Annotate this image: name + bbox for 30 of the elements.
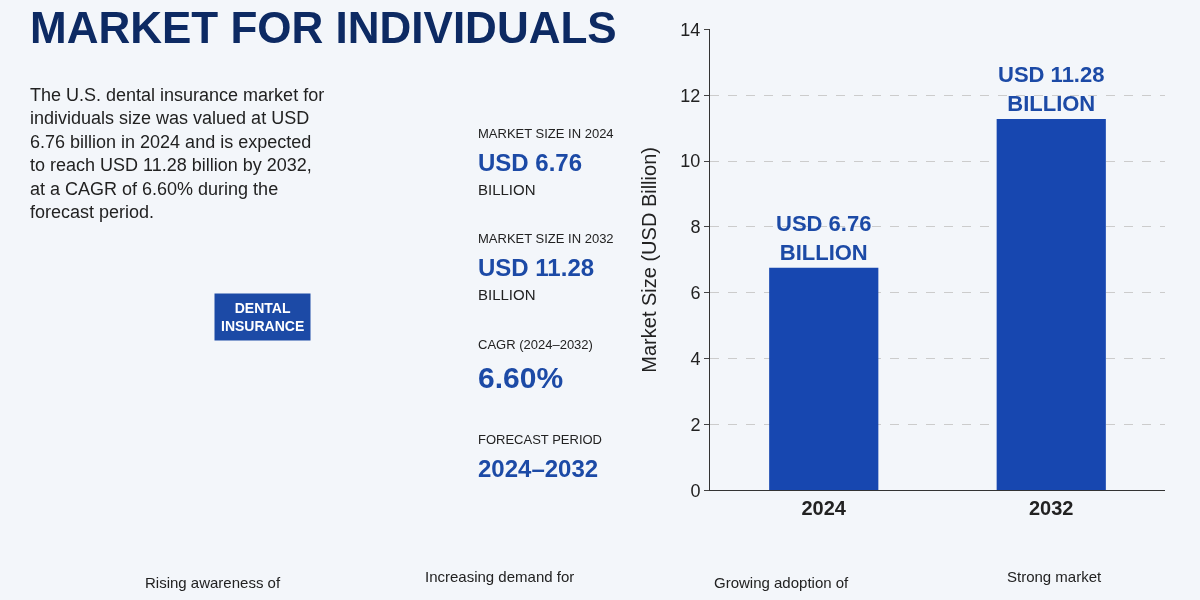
y-tick-label: 6 (690, 283, 701, 304)
text: DENTAL INSURANCE (221, 300, 305, 335)
text: Growing adoption of (714, 574, 850, 591)
text: Rising awareness of (145, 574, 281, 591)
y-tick-label: 10 (680, 151, 701, 172)
text: 6.60% (478, 361, 564, 394)
text: MARKET FOR INDIVIDUALS (30, 3, 617, 52)
y-tick-label: 4 (690, 348, 701, 369)
text: MARKET SIZE IN 2024 (478, 126, 614, 141)
x-tick-label: 2032 (1029, 497, 1074, 520)
y-tick-label: 12 (680, 85, 701, 106)
text: Increasing demand for (425, 568, 575, 585)
text: USD 6.76 (478, 149, 583, 176)
data-label: USD 11.28 BILLION (998, 62, 1105, 116)
y-tick-label: 2 (690, 414, 701, 435)
y-axis-title: Market Size (USD Billion) (637, 147, 660, 373)
x-tick-label: 2024 (801, 497, 847, 520)
text: CAGR (2024–2032) (478, 337, 593, 352)
text: FORECAST PERIOD (478, 432, 603, 447)
text: 2024–2032 (478, 455, 599, 482)
text: BILLION (478, 181, 536, 198)
text: The U.S. dental insurance market for individuals size was valued at USD 6.76 billion in 2024 and is expected to reach USD 11.28 billion by 2032, at a CAGR of 6.60% during the forecast period. (30, 85, 325, 222)
text: BILLION (478, 286, 536, 303)
text: MARKET SIZE IN 2032 (478, 231, 614, 246)
text: USD 11.28 (478, 254, 595, 281)
y-tick-label: 14 (680, 19, 701, 40)
data-label: USD 6.76 BILLION (776, 211, 872, 265)
y-tick-label: 0 (690, 480, 701, 501)
text: Strong market (1007, 568, 1103, 585)
y-tick-label: 8 (690, 217, 701, 238)
